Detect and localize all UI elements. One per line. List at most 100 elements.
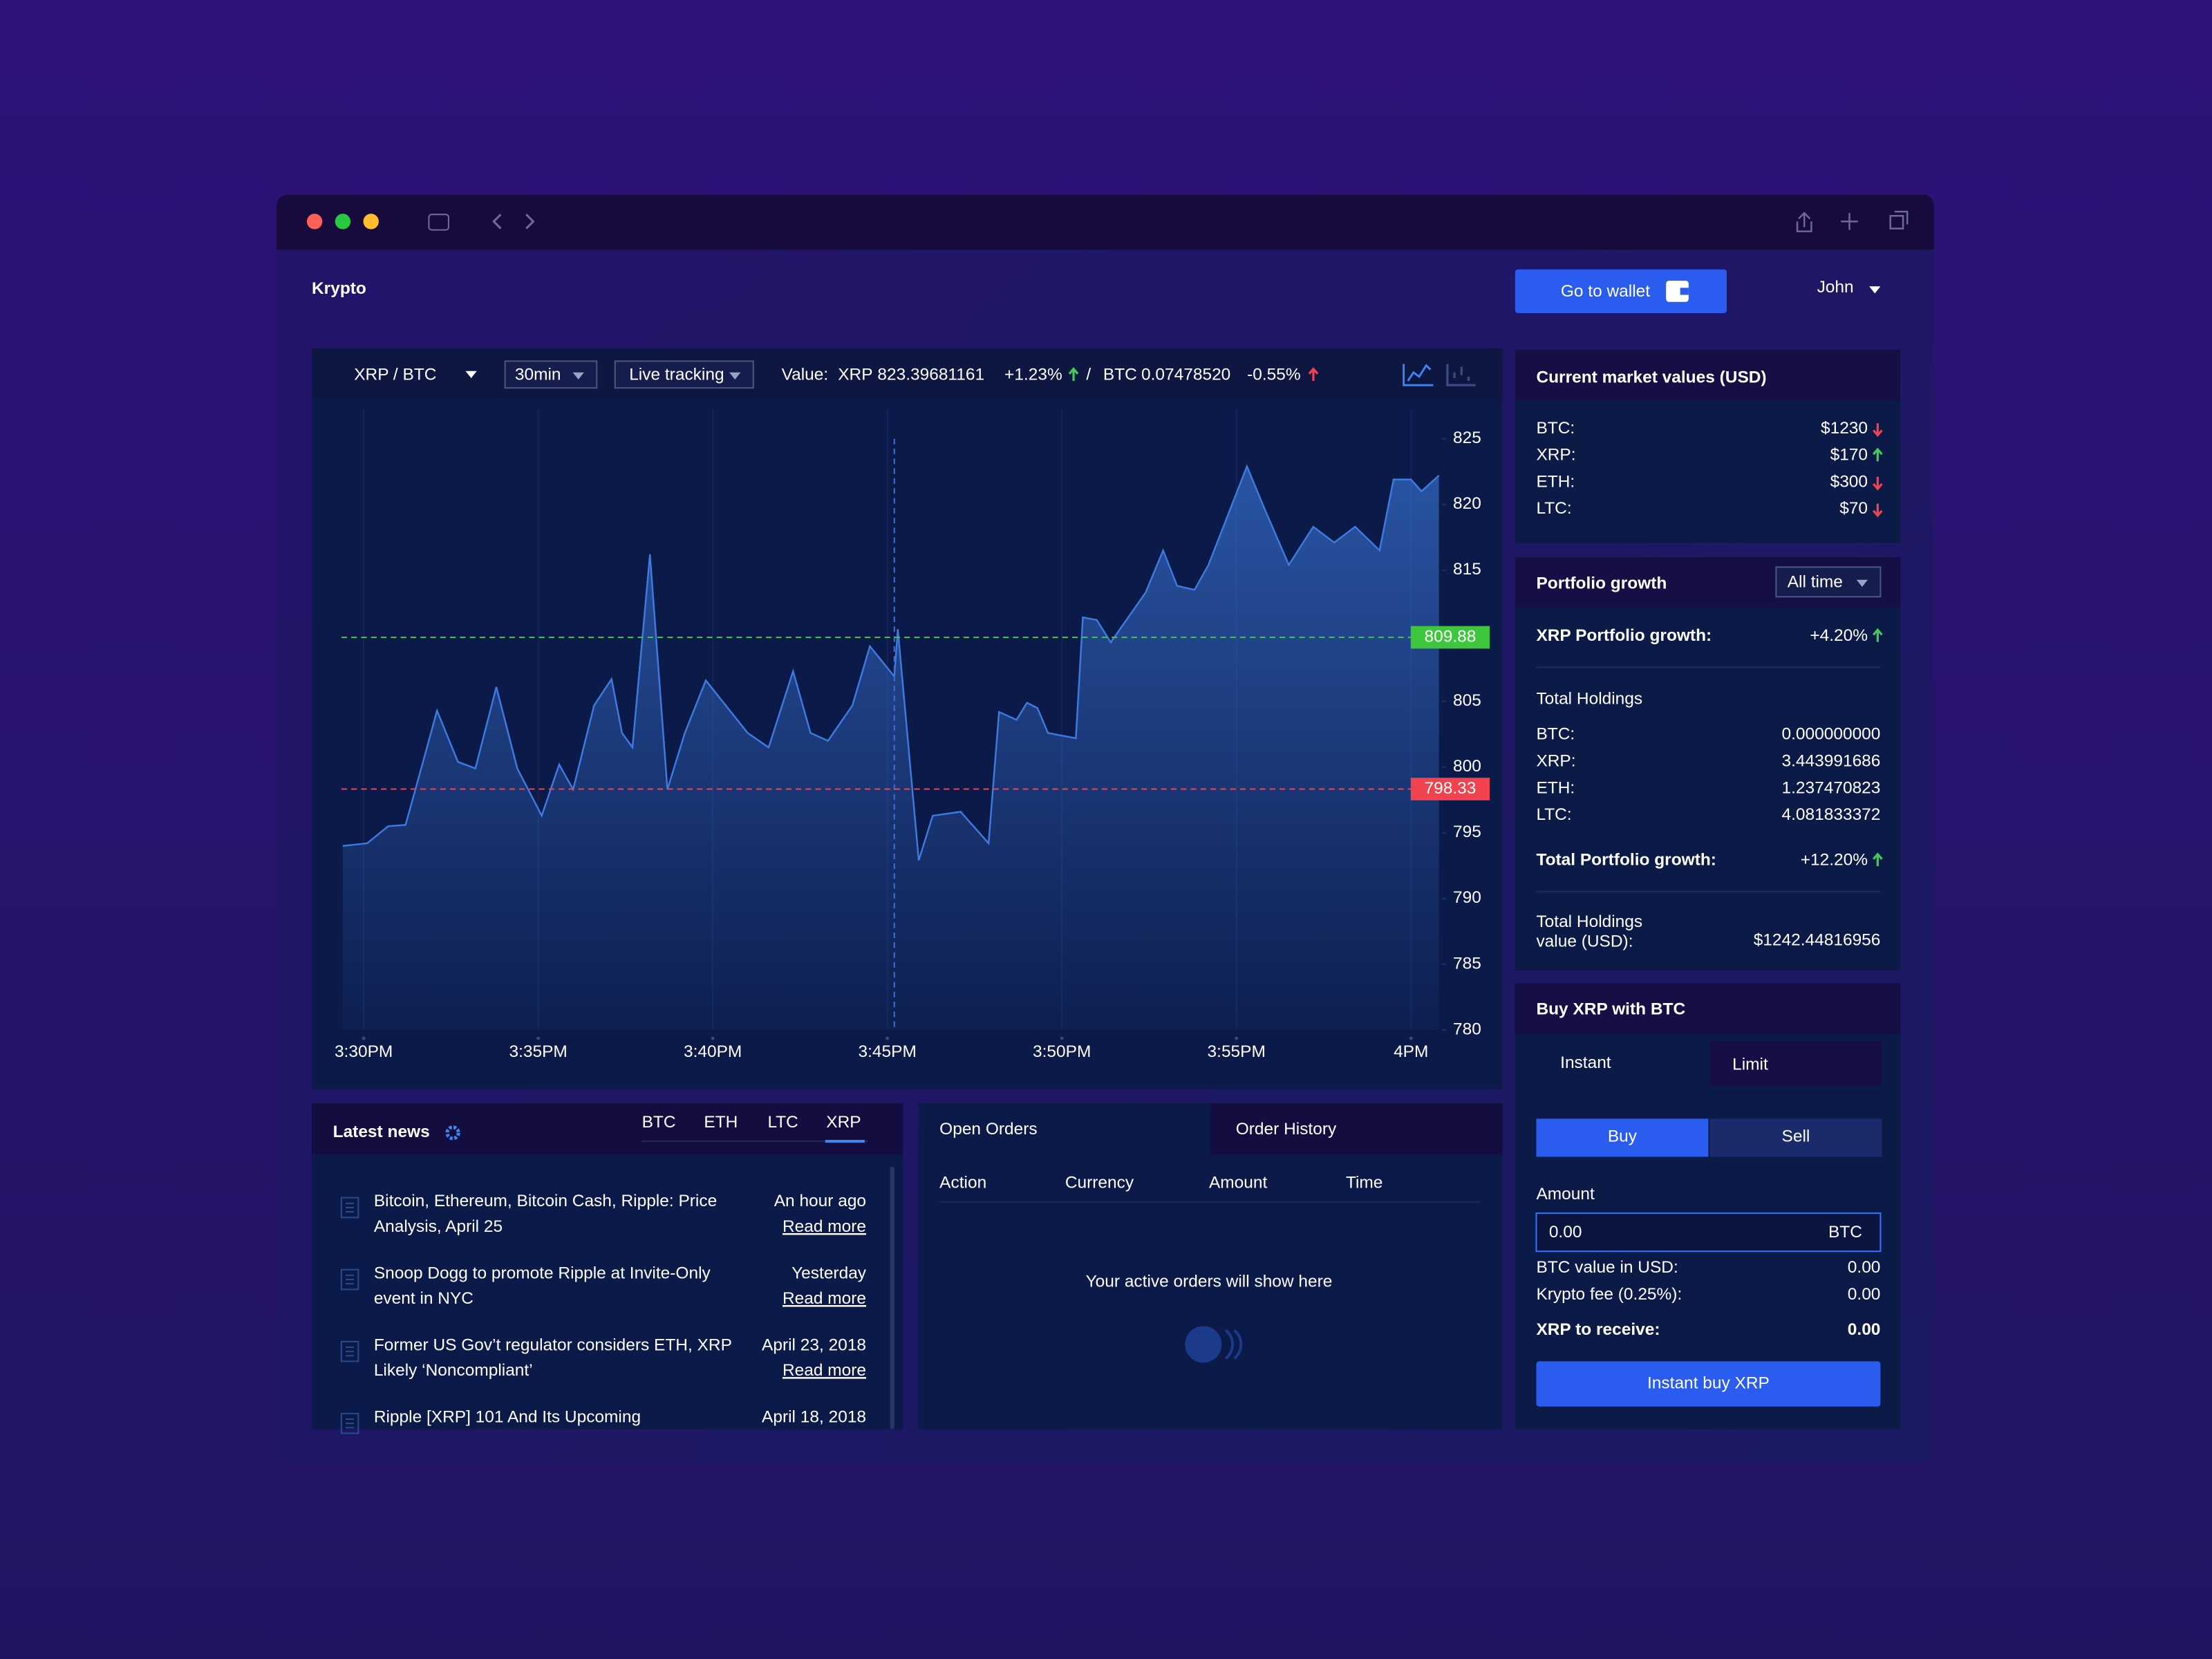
portfolio-panel [1515, 557, 1900, 971]
line [342, 464, 1440, 861]
y-tick-label: 825 [1453, 429, 1481, 447]
x-tick-label: 3:30PM [335, 1042, 393, 1061]
btc-label: BTC [1103, 365, 1137, 384]
window-tools[interactable] [1796, 210, 1909, 232]
coin-value: $300 [1830, 472, 1868, 491]
trade-title: Buy XRP with BTC [1536, 1000, 1685, 1019]
growth-label: Total Portfolio growth: [1536, 850, 1716, 869]
btc-change: -0.55% [1247, 365, 1301, 384]
amount-label: Amount [1536, 1185, 1595, 1203]
sell-toggle[interactable] [1709, 1118, 1882, 1157]
buy-toggle[interactable] [1536, 1118, 1709, 1157]
arrow-down [1872, 476, 1883, 491]
xrp-label: XRP [838, 365, 872, 384]
mode-label[interactable]: Live tracking [629, 365, 724, 384]
news-icon[interactable] [340, 1412, 359, 1434]
wallet-button-label[interactable]: Go to wallet [1561, 282, 1650, 301]
xrp-change: +1.23% [1004, 365, 1062, 384]
y-tick-label: 820 [1453, 494, 1481, 513]
arrow-down [1872, 503, 1883, 518]
value-label: value (USD): [1536, 932, 1633, 951]
sell-label[interactable]: Sell [1782, 1127, 1810, 1145]
coin-waves [1225, 1329, 1243, 1360]
holding-coin: LTC: [1536, 805, 1571, 824]
arrow-up [1308, 367, 1319, 382]
growth-value: +12.20% [1801, 850, 1868, 869]
news-headline[interactable]: event in NYC [374, 1289, 474, 1308]
reference-badge [1410, 626, 1490, 649]
minimize-button[interactable] [335, 214, 351, 229]
x-tick-label: 3:40PM [684, 1042, 742, 1061]
sidebar-icon[interactable] [428, 214, 450, 231]
fee-label: Krypto fee (0.25%): [1536, 1285, 1682, 1304]
candle-chart-toggle[interactable] [1446, 364, 1476, 386]
news-icon[interactable] [340, 1340, 359, 1362]
caret [572, 372, 584, 379]
read-more-link[interactable]: Read more [782, 1289, 866, 1308]
column-header: Action [939, 1174, 986, 1192]
holding-amount: 1.237470823 [1782, 778, 1881, 797]
arrow-up [1872, 628, 1883, 642]
interval-label[interactable]: 30min [515, 365, 561, 384]
x-tick-label: 4PM [1394, 1042, 1428, 1061]
caret [1869, 286, 1881, 294]
scrollbar[interactable] [890, 1166, 894, 1430]
news-tab[interactable]: LTC [767, 1113, 798, 1132]
holding-amount: 3.443991686 [1782, 752, 1881, 771]
coin-label: XRP: [1536, 446, 1575, 465]
coin-label: ETH: [1536, 472, 1575, 491]
trade-tab[interactable]: Limit [1732, 1055, 1768, 1074]
inactive-tab[interactable] [1709, 1041, 1882, 1087]
column-header: Amount [1209, 1174, 1268, 1192]
buy-button-label[interactable]: Instant buy XRP [1647, 1374, 1770, 1393]
growth-value: +4.20% [1810, 626, 1868, 645]
caret [465, 371, 477, 378]
read-more-link[interactable]: Read more [782, 1361, 866, 1380]
xrp-value: 823.39681161 [877, 365, 984, 384]
pair-select[interactable]: XRP / BTC [354, 365, 436, 384]
buy-button[interactable] [1536, 1361, 1881, 1407]
nav-arrows[interactable] [492, 214, 535, 229]
news-headline[interactable]: Analysis, April 25 [374, 1217, 503, 1236]
close-button[interactable] [306, 214, 323, 229]
wallet-button[interactable] [1515, 269, 1727, 314]
orders-tab[interactable]: Order History [1236, 1120, 1337, 1138]
trade-header [1515, 983, 1900, 1034]
orders-tab[interactable]: Open Orders [939, 1120, 1037, 1138]
x-tick-mark [536, 1036, 541, 1040]
holding-amount: 4.081833372 [1782, 805, 1881, 824]
mode-select[interactable] [614, 360, 754, 389]
arrow-up [1872, 852, 1883, 867]
news-headline[interactable]: Likely ‘Noncompliant’ [374, 1361, 533, 1380]
news-time: Yesterday [791, 1264, 867, 1282]
news-headline[interactable]: Bitcoin, Ethereum, Bitcoin Cash, Ripple:… [374, 1192, 717, 1210]
x-tick-label: 3:55PM [1208, 1042, 1266, 1061]
news-time: An hour ago [774, 1192, 866, 1210]
line-chart-toggle[interactable] [1403, 364, 1434, 386]
news-headline[interactable]: Ripple [XRP] 101 And Its Upcoming [374, 1407, 641, 1426]
user-name[interactable]: John [1817, 278, 1854, 297]
y-tick-label: 800 [1453, 757, 1481, 776]
holding-coin: ETH: [1536, 778, 1575, 797]
amount-unit: BTC [1828, 1223, 1862, 1241]
buy-label[interactable]: Buy [1608, 1127, 1638, 1145]
news-tab[interactable]: XRP [826, 1113, 861, 1132]
value-label: Value: [782, 365, 829, 384]
amount-value[interactable]: 0.00 [1549, 1223, 1582, 1241]
orders-panel [918, 1103, 1503, 1430]
news-tab[interactable]: BTC [642, 1113, 676, 1132]
btc-value: 0.07478520 [1141, 365, 1230, 384]
news-title: Latest news [333, 1123, 430, 1141]
range-label[interactable]: All time [1788, 572, 1843, 591]
news-tab[interactable]: ETH [704, 1113, 738, 1132]
amount-input[interactable] [1535, 1212, 1882, 1253]
news-icon[interactable] [340, 1268, 359, 1291]
settings-icon[interactable] [445, 1125, 460, 1141]
news-icon[interactable] [340, 1197, 359, 1219]
news-headline[interactable]: Snoop Dogg to promote Ripple at Invite-O… [374, 1264, 711, 1282]
trade-tab[interactable]: Instant [1560, 1053, 1611, 1072]
zoom-button[interactable] [363, 214, 379, 229]
read-more-link[interactable]: Read more [782, 1217, 866, 1236]
news-headline[interactable]: Former US Gov’t regulator considers ETH,… [374, 1335, 732, 1354]
x-tick-mark [1060, 1036, 1064, 1040]
